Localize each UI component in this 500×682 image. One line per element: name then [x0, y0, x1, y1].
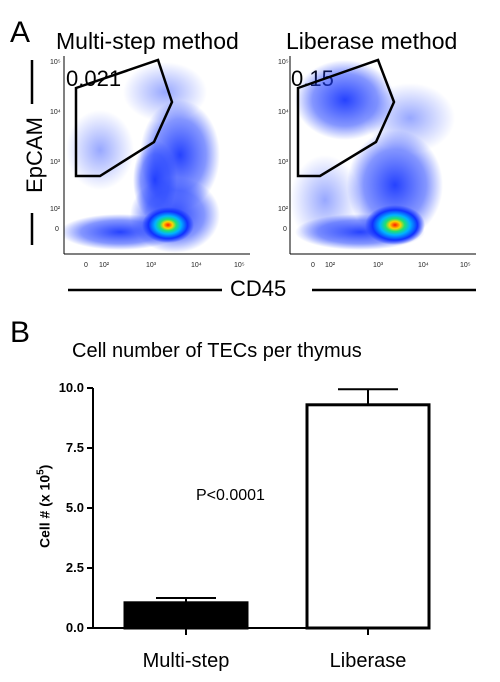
x-tick-p1-2: 10³: [146, 262, 157, 269]
bar-chart-ylabel-text: Cell # (x 10: [36, 474, 53, 549]
bar-y-tick-label: 2.5: [65, 560, 84, 575]
facs-plot-multistep: [63, 56, 250, 255]
y-tick-p2-3: 10²: [278, 206, 289, 213]
bar-chart: [87, 387, 431, 635]
bar-y-tick-label: 10.0: [58, 380, 84, 395]
y-tick-p2-2: 10³: [278, 159, 289, 166]
panel-b-letter: B: [10, 316, 31, 349]
y-tick-p2-0: 10⁵: [278, 59, 289, 66]
x-tick-p2-3: 10⁴: [418, 262, 429, 269]
bar-y-tick-label: 5.0: [65, 500, 84, 515]
x-tick-p2-2: 10³: [373, 262, 384, 269]
y-tick-p1-1: 10⁴: [50, 109, 61, 116]
x-tick-p1-1: 10²: [99, 262, 110, 269]
y-tick-p2-1: 10⁴: [278, 109, 289, 116]
gate-polygon-multistep: [74, 58, 174, 178]
bar-liberase: [305, 403, 431, 630]
bar-chart-title: Cell number of TECs per thymus: [72, 340, 362, 362]
x-tick-p1-4: 10⁵: [234, 262, 245, 269]
bar-category-label: Multi-step: [142, 650, 230, 672]
facs-title-multistep: Multi-step method: [56, 28, 239, 54]
x-tick-p2-4: 10⁵: [460, 262, 471, 269]
bar-multi-step: [123, 601, 249, 630]
bar-y-tick-label: 0.0: [65, 620, 84, 635]
gate-value-multistep: 0.021: [66, 66, 122, 91]
facs-title-liberase: Liberase method: [286, 28, 458, 54]
bar-chart-ylabel-sup: 5: [35, 469, 47, 475]
bar-category-label: Liberase: [329, 650, 407, 672]
bar-chart-ylabel-close: ): [36, 464, 53, 470]
pvalue-annotation: P<0.0001: [196, 487, 265, 504]
x-tick-p2-1: 10²: [325, 262, 336, 269]
y-tick-p1-3: 10²: [50, 206, 61, 213]
y-tick-p1-0: 10⁵: [50, 59, 61, 66]
facs-plot-liberase: [289, 56, 476, 255]
y-tick-p1-4: 0: [55, 226, 59, 233]
x-tick-p2-0: 0: [311, 262, 315, 269]
cd45-axis-label: CD45: [230, 276, 287, 301]
x-tick-p1-3: 10⁴: [191, 262, 202, 269]
x-tick-p1-0: 0: [84, 262, 88, 269]
panel-a-letter: A: [10, 16, 31, 49]
y-tick-p2-4: 0: [283, 226, 287, 233]
gate-polygon-liberase: [296, 58, 396, 178]
bar-chart-ylabel: Cell # (x 105): [36, 446, 53, 566]
bar-y-tick-label: 7.5: [65, 440, 84, 455]
y-tick-p1-2: 10³: [50, 159, 61, 166]
